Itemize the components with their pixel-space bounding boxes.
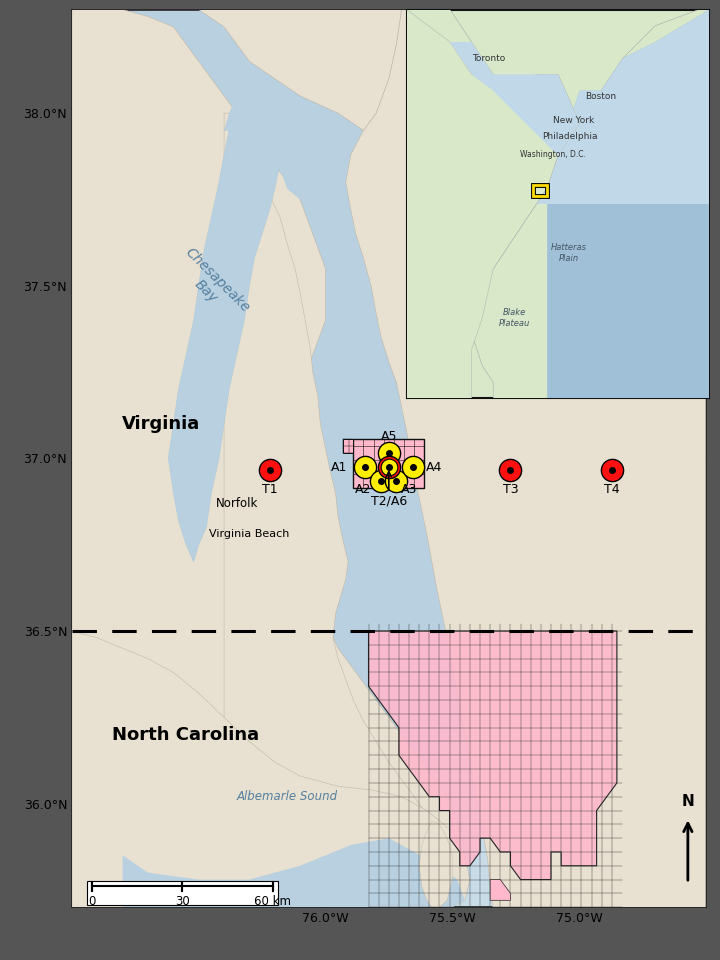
Polygon shape (224, 72, 325, 200)
Polygon shape (472, 10, 709, 398)
Polygon shape (72, 631, 470, 907)
Polygon shape (122, 838, 465, 907)
Text: Virginia Beach: Virginia Beach (210, 529, 289, 540)
Text: Boston: Boston (585, 92, 616, 101)
Text: North Carolina: North Carolina (112, 726, 260, 744)
Text: 30: 30 (175, 895, 190, 908)
Polygon shape (224, 113, 444, 907)
Text: 60 km: 60 km (254, 895, 291, 908)
Text: A1: A1 (330, 461, 347, 473)
Text: A5: A5 (381, 430, 397, 443)
Polygon shape (655, 10, 706, 907)
Polygon shape (407, 10, 709, 398)
Text: Hatteras
Plain: Hatteras Plain (551, 243, 587, 263)
Polygon shape (579, 10, 706, 907)
Bar (354, 440, 424, 488)
Polygon shape (450, 42, 580, 156)
Polygon shape (72, 10, 402, 131)
Text: T2/A6: T2/A6 (371, 471, 407, 508)
Text: New York: New York (552, 116, 594, 125)
Text: N: N (682, 794, 694, 809)
FancyBboxPatch shape (87, 881, 278, 905)
Polygon shape (168, 96, 280, 562)
Bar (343, 440, 354, 453)
Text: 0: 0 (89, 895, 96, 908)
Text: Toronto: Toronto (472, 55, 505, 63)
Text: T3: T3 (503, 483, 518, 495)
Polygon shape (407, 10, 709, 398)
Text: Norfolk: Norfolk (215, 496, 258, 510)
Polygon shape (547, 10, 709, 398)
Text: Blake
Plateau: Blake Plateau (499, 308, 531, 327)
Polygon shape (346, 10, 706, 907)
Text: Virginia: Virginia (122, 415, 200, 433)
Polygon shape (490, 879, 510, 900)
Text: T4: T4 (604, 483, 620, 495)
Polygon shape (407, 10, 580, 398)
Polygon shape (536, 10, 709, 204)
Polygon shape (199, 10, 706, 907)
Polygon shape (72, 10, 460, 907)
Text: A4: A4 (426, 461, 442, 473)
Text: Albemarle Sound: Albemarle Sound (237, 790, 338, 804)
Polygon shape (493, 10, 709, 398)
Text: A3: A3 (401, 483, 418, 495)
Polygon shape (604, 10, 706, 907)
Text: Chesapeake
Bay: Chesapeake Bay (171, 245, 252, 326)
Text: T1: T1 (262, 483, 277, 495)
Text: Philadelphia: Philadelphia (541, 132, 598, 141)
Text: A2: A2 (355, 483, 372, 495)
Polygon shape (419, 821, 452, 907)
Text: Washington, D.C.: Washington, D.C. (520, 150, 586, 159)
Polygon shape (369, 631, 617, 879)
